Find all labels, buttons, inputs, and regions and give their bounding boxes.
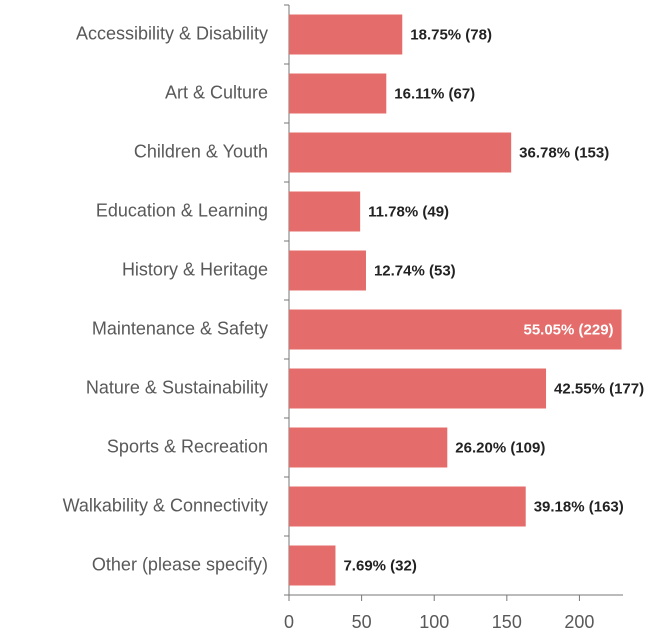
x-tick-label: 200 [564,612,594,632]
category-label: Accessibility & Disability [76,23,268,43]
bar [289,427,448,468]
x-tick-label: 0 [284,612,294,632]
x-tick-label: 150 [492,612,522,632]
bar [289,250,366,291]
bar [289,132,512,173]
value-label: 16.11% (67) [394,85,475,102]
bar [289,73,387,114]
value-label: 42.55% (177) [554,380,644,397]
category-label: Maintenance & Safety [92,318,268,338]
value-label: 36.78% (153) [519,144,609,161]
category-label: Nature & Sustainability [86,377,268,397]
value-label: 39.18% (163) [534,498,624,515]
value-label: 12.74% (53) [374,262,456,279]
bar [289,486,526,527]
bar [289,14,403,55]
category-label: Education & Learning [96,200,268,220]
bar [289,545,336,586]
category-label: Sports & Recreation [107,436,268,456]
value-label: 55.05% (229) [523,321,613,338]
value-label: 7.69% (32) [343,557,416,574]
x-tick-label: 100 [419,612,449,632]
category-label: Art & Culture [165,82,268,102]
bar [289,191,361,232]
x-tick-label: 50 [352,612,372,632]
category-label: Children & Youth [134,141,268,161]
bar [289,368,547,409]
category-label: History & Heritage [122,259,268,279]
category-label: Walkability & Connectivity [63,495,268,515]
value-label: 26.20% (109) [455,439,545,456]
category-label: Other (please specify) [92,554,268,574]
bar [289,309,622,350]
value-label: 18.75% (78) [410,26,492,43]
value-label: 11.78% (49) [368,203,449,220]
